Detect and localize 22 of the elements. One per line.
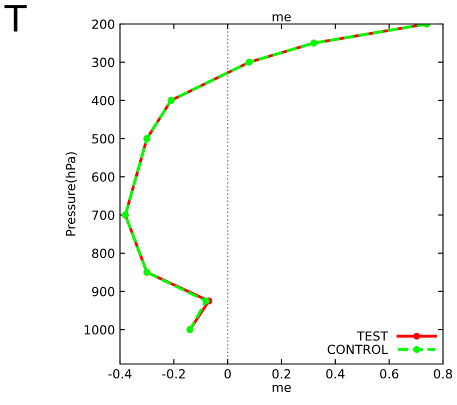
legend-label: TEST xyxy=(356,331,388,341)
y-tick-label: 300 xyxy=(92,58,114,68)
x-tick-label: 0.8 xyxy=(434,369,452,379)
y-tick-label: 900 xyxy=(92,286,114,296)
x-tick-label: 0.4 xyxy=(326,369,345,379)
x-tick-label: 0 xyxy=(224,369,231,379)
y-tick-label: 500 xyxy=(92,134,114,144)
y-axis-title: Pressure(hPa) xyxy=(66,152,77,236)
chart-title: me xyxy=(272,14,291,22)
x-tick-label: 0.6 xyxy=(380,369,398,379)
text: T xyxy=(4,5,27,32)
x-tick-label: -0.4 xyxy=(108,369,132,379)
y-tick-label: 800 xyxy=(92,248,114,258)
x-tick-label: 0.2 xyxy=(272,369,290,379)
y-tick-label: 600 xyxy=(92,172,114,182)
x-tick-label: -0.2 xyxy=(162,369,185,379)
y-tick-label: 1000 xyxy=(84,325,114,335)
y-tick-label: 700 xyxy=(92,210,114,220)
x-axis-title: me xyxy=(272,384,291,392)
y-tick-label: 200 xyxy=(92,19,114,29)
y-tick-label: 400 xyxy=(92,96,114,106)
legend-label: CONTROL xyxy=(328,344,388,354)
